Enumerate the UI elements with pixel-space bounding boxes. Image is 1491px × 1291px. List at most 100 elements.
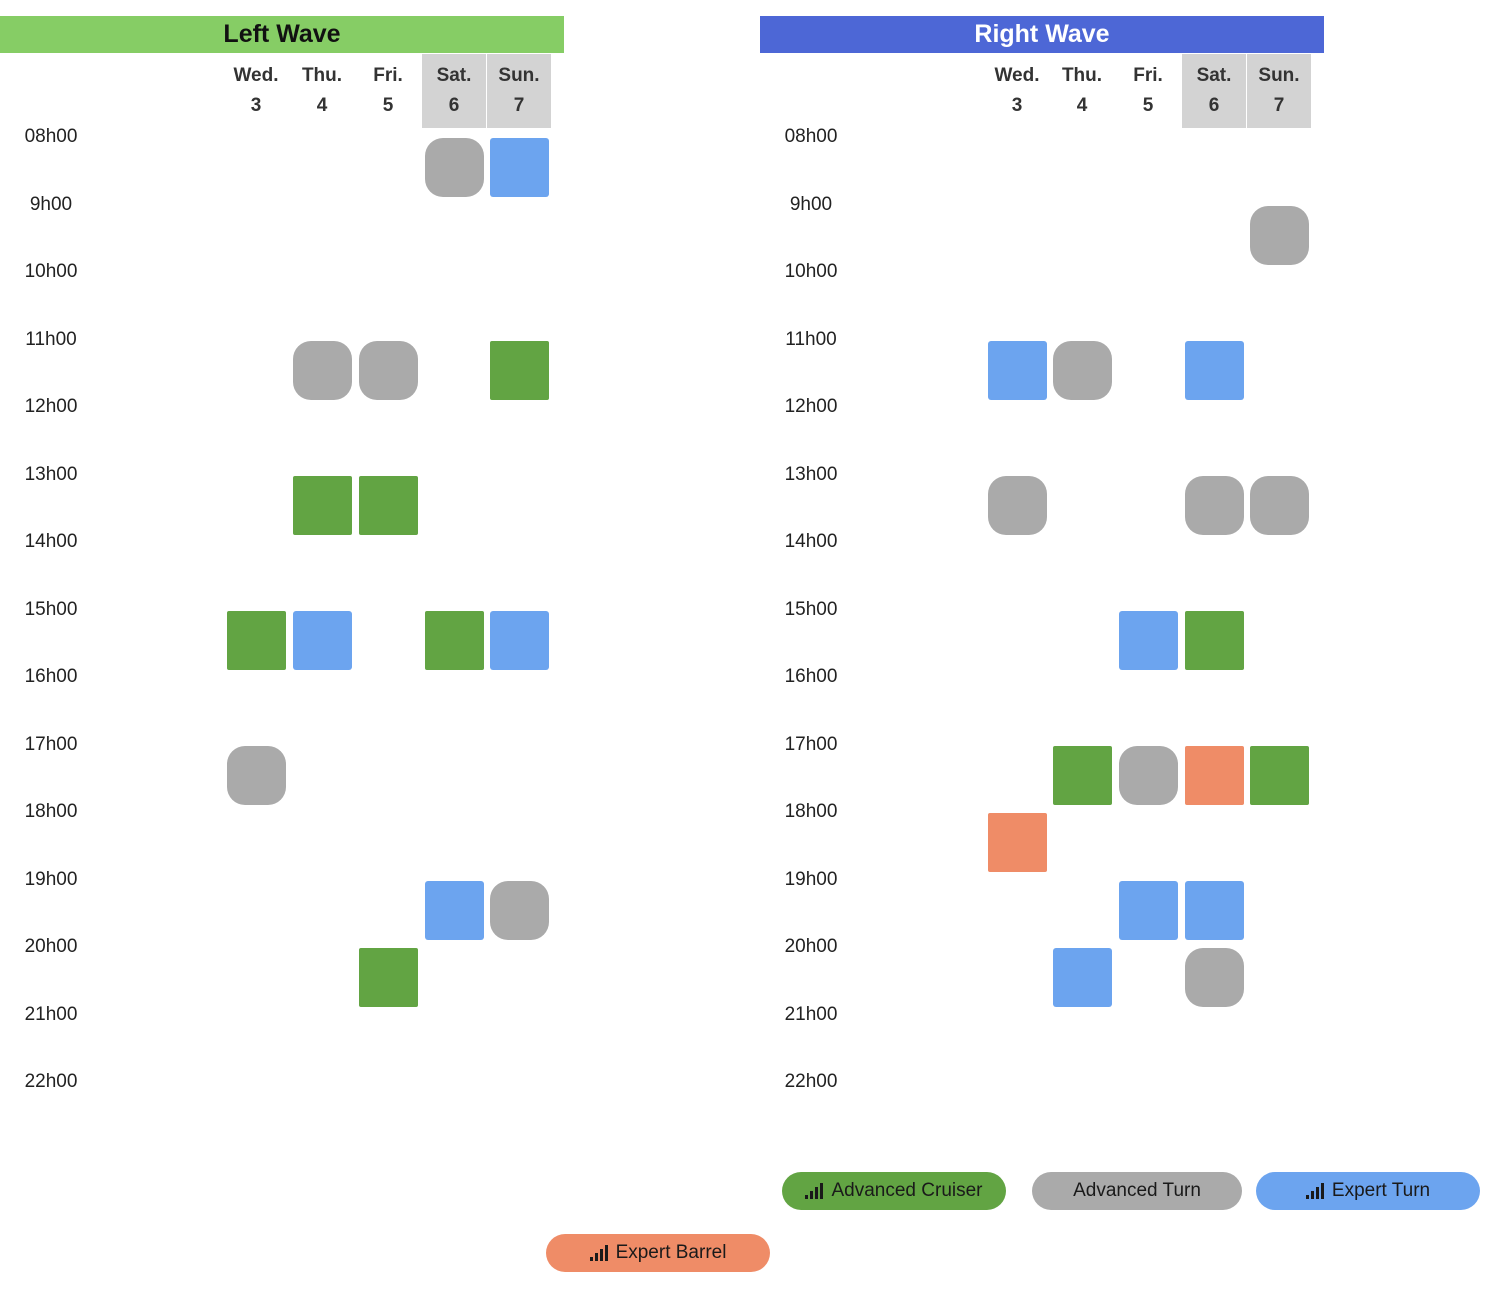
legend-advanced-turn[interactable]: Advanced Turn (1032, 1172, 1242, 1210)
session-advanced-turn[interactable] (1119, 745, 1178, 805)
day-name: Wed. (233, 65, 279, 86)
time-label: 20h00 (784, 936, 838, 957)
session-advanced-cruiser[interactable] (359, 475, 418, 535)
time-label: 16h00 (24, 666, 78, 687)
left-wave-title: Left Wave (0, 16, 564, 53)
session-advanced-turn[interactable] (227, 745, 286, 805)
day-number: 4 (1076, 95, 1088, 116)
session-advanced-cruiser[interactable] (359, 948, 418, 1007)
legend-advanced-cruiser[interactable]: Advanced Cruiser (782, 1172, 1006, 1210)
session-expert-turn[interactable] (1185, 340, 1244, 400)
time-label: 13h00 (784, 463, 838, 485)
session-advanced-cruiser[interactable] (1053, 745, 1112, 805)
session-expert-turn[interactable] (490, 138, 549, 197)
day-number: 5 (1142, 95, 1154, 116)
legend-expert-barrel[interactable]: Expert Barrel (546, 1234, 770, 1272)
time-label: 10h00 (24, 261, 78, 282)
session-advanced-cruiser[interactable] (293, 475, 352, 535)
time-label: 11h00 (785, 328, 837, 350)
legend-label: Advanced Cruiser (831, 1180, 983, 1201)
day-name: Sun. (498, 65, 540, 86)
session-advanced-turn[interactable] (490, 880, 549, 940)
time-label: 21h00 (784, 1003, 838, 1025)
day-name: Fri. (1133, 65, 1163, 86)
day-number: 4 (316, 95, 328, 116)
day-header-right-5: Fri. 5 (1117, 54, 1179, 128)
day-name: Fri. (373, 65, 403, 86)
day-header-right-7: Sun. 7 (1247, 54, 1311, 128)
time-label: 22h00 (784, 1071, 838, 1092)
time-label: 14h00 (24, 531, 78, 552)
session-advanced-turn[interactable] (293, 340, 352, 400)
right-wave-title: Right Wave (760, 16, 1324, 53)
session-expert-turn[interactable] (1053, 948, 1112, 1007)
session-expert-barrel[interactable] (1185, 745, 1244, 805)
time-label: 20h00 (24, 936, 78, 957)
time-label: 13h00 (24, 463, 78, 485)
time-label: 9h00 (789, 193, 833, 215)
session-expert-turn[interactable] (988, 340, 1047, 400)
day-number: 5 (382, 95, 394, 116)
day-header-right-6: Sat. 6 (1182, 54, 1246, 128)
day-number: 3 (1011, 95, 1023, 116)
session-advanced-cruiser[interactable] (1250, 745, 1309, 805)
time-label: 18h00 (784, 801, 838, 822)
day-number: 6 (448, 95, 460, 116)
time-label: 17h00 (784, 733, 838, 755)
day-number: 7 (513, 95, 525, 116)
day-header-left-4: Thu. 4 (291, 54, 353, 128)
session-advanced-cruiser[interactable] (490, 340, 549, 400)
day-header-right-3: Wed. 3 (986, 54, 1048, 128)
session-expert-turn[interactable] (425, 880, 484, 940)
time-label: 08h00 (24, 126, 78, 147)
session-advanced-turn[interactable] (1185, 948, 1244, 1007)
time-label: 16h00 (784, 666, 838, 687)
session-advanced-turn[interactable] (1185, 475, 1244, 535)
session-advanced-turn[interactable] (1250, 475, 1309, 535)
session-expert-turn[interactable] (1119, 610, 1178, 670)
time-label: 12h00 (784, 396, 838, 417)
session-advanced-turn[interactable] (1053, 340, 1112, 400)
day-number: 6 (1208, 95, 1220, 116)
day-header-left-5: Fri. 5 (357, 54, 419, 128)
day-name: Sat. (1196, 65, 1232, 86)
session-advanced-turn[interactable] (988, 475, 1047, 535)
day-name: Sat. (436, 65, 472, 86)
time-label: 15h00 (784, 598, 838, 620)
session-advanced-turn[interactable] (425, 138, 484, 197)
session-expert-turn[interactable] (1119, 880, 1178, 940)
session-advanced-turn[interactable] (359, 340, 418, 400)
day-number: 3 (250, 95, 262, 116)
session-advanced-cruiser[interactable] (227, 610, 286, 670)
session-expert-turn[interactable] (293, 610, 352, 670)
session-advanced-cruiser[interactable] (425, 610, 484, 670)
day-name: Thu. (301, 65, 343, 86)
day-number: 7 (1273, 95, 1285, 116)
time-label: 10h00 (784, 261, 838, 282)
time-label: 14h00 (784, 531, 838, 552)
time-label: 15h00 (24, 598, 78, 620)
session-expert-barrel[interactable] (988, 813, 1047, 872)
signal-bars-icon (1305, 1183, 1324, 1199)
day-header-right-4: Thu. 4 (1051, 54, 1113, 128)
signal-bars-icon (805, 1183, 824, 1199)
legend-label: Advanced Turn (1073, 1180, 1201, 1201)
session-advanced-cruiser[interactable] (1185, 610, 1244, 670)
day-name: Thu. (1061, 65, 1103, 86)
session-expert-turn[interactable] (1185, 880, 1244, 940)
legend-label: Expert Turn (1331, 1180, 1431, 1201)
time-label: 18h00 (24, 801, 78, 822)
time-label: 21h00 (24, 1003, 78, 1025)
legend-label: Expert Barrel (615, 1242, 727, 1263)
day-name: Sun. (1258, 65, 1300, 86)
time-label: 9h00 (29, 193, 73, 215)
time-label: 12h00 (24, 396, 78, 417)
day-name: Wed. (994, 65, 1040, 86)
day-header-left-6: Sat. 6 (422, 54, 486, 128)
time-label: 08h00 (784, 126, 838, 147)
legend-expert-turn[interactable]: Expert Turn (1256, 1172, 1480, 1210)
session-advanced-turn[interactable] (1250, 205, 1309, 265)
signal-bars-icon (589, 1245, 608, 1261)
time-label: 11h00 (25, 328, 77, 350)
session-expert-turn[interactable] (490, 610, 549, 670)
